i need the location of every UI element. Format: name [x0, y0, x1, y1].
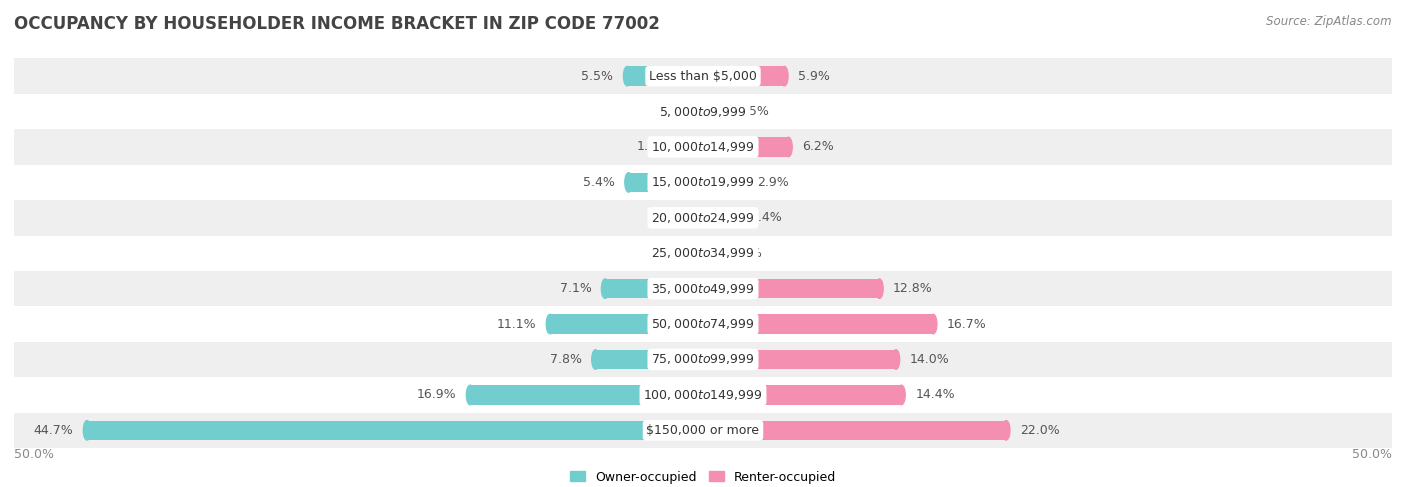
Bar [14, 306, 1392, 342]
Text: $25,000 to $34,999: $25,000 to $34,999 [651, 246, 755, 260]
Circle shape [720, 102, 727, 121]
Bar [703, 102, 724, 121]
Bar [605, 279, 703, 299]
Text: 0.0%: 0.0% [657, 211, 689, 225]
Bar [14, 200, 1392, 236]
Circle shape [624, 173, 633, 192]
Text: $20,000 to $24,999: $20,000 to $24,999 [651, 211, 755, 225]
Bar [703, 173, 742, 192]
Bar [596, 350, 703, 369]
Circle shape [679, 137, 686, 157]
Circle shape [592, 350, 599, 369]
Text: 5.9%: 5.9% [799, 70, 830, 83]
Bar [703, 314, 934, 334]
Text: $15,000 to $19,999: $15,000 to $19,999 [651, 175, 755, 189]
Text: 2.9%: 2.9% [756, 176, 789, 189]
Text: 7.8%: 7.8% [550, 353, 582, 366]
Circle shape [623, 66, 631, 86]
Bar [14, 412, 1392, 448]
Text: Less than $5,000: Less than $5,000 [650, 70, 756, 83]
Text: 2.4%: 2.4% [749, 211, 782, 225]
Text: $5,000 to $9,999: $5,000 to $9,999 [659, 105, 747, 118]
Circle shape [83, 421, 91, 440]
Circle shape [897, 385, 905, 405]
Bar [703, 137, 789, 157]
Bar [14, 58, 1392, 94]
Circle shape [713, 244, 720, 263]
Bar [627, 66, 703, 86]
Bar [550, 314, 703, 334]
Circle shape [929, 314, 936, 334]
Text: $75,000 to $99,999: $75,000 to $99,999 [651, 353, 755, 367]
Bar [14, 129, 1392, 165]
Bar [703, 208, 737, 227]
Text: 0.0%: 0.0% [657, 105, 689, 118]
Circle shape [467, 385, 474, 405]
Bar [703, 350, 896, 369]
Text: Source: ZipAtlas.com: Source: ZipAtlas.com [1267, 15, 1392, 28]
Text: 12.8%: 12.8% [893, 282, 934, 295]
Text: 1.5%: 1.5% [738, 105, 769, 118]
Text: 14.0%: 14.0% [910, 353, 949, 366]
Text: 1.5%: 1.5% [637, 140, 669, 153]
Text: OCCUPANCY BY HOUSEHOLDER INCOME BRACKET IN ZIP CODE 77002: OCCUPANCY BY HOUSEHOLDER INCOME BRACKET … [14, 15, 659, 33]
Bar [703, 421, 1007, 440]
Text: 22.0%: 22.0% [1019, 424, 1060, 437]
Text: 50.0%: 50.0% [1353, 448, 1392, 461]
Bar [14, 342, 1392, 377]
Text: $100,000 to $149,999: $100,000 to $149,999 [644, 388, 762, 402]
Bar [703, 279, 879, 299]
Bar [87, 421, 703, 440]
Bar [470, 385, 703, 405]
Circle shape [547, 314, 554, 334]
Circle shape [893, 350, 900, 369]
Text: $150,000 or more: $150,000 or more [647, 424, 759, 437]
Circle shape [1002, 421, 1010, 440]
Bar [14, 236, 1392, 271]
Circle shape [785, 137, 792, 157]
Text: 5.5%: 5.5% [582, 70, 613, 83]
Text: 1.0%: 1.0% [731, 247, 762, 260]
Text: 16.9%: 16.9% [416, 389, 457, 401]
Bar [14, 271, 1392, 306]
Bar [628, 173, 703, 192]
Bar [682, 137, 703, 157]
Text: 11.1%: 11.1% [496, 318, 536, 331]
Bar [14, 94, 1392, 129]
Bar [703, 244, 717, 263]
Text: $50,000 to $74,999: $50,000 to $74,999 [651, 317, 755, 331]
Bar [14, 377, 1392, 412]
Legend: Owner-occupied, Renter-occupied: Owner-occupied, Renter-occupied [565, 466, 841, 487]
Text: $35,000 to $49,999: $35,000 to $49,999 [651, 281, 755, 296]
Circle shape [780, 66, 789, 86]
Text: 7.1%: 7.1% [560, 282, 592, 295]
Text: 5.4%: 5.4% [583, 176, 614, 189]
Text: 44.7%: 44.7% [34, 424, 73, 437]
Circle shape [602, 279, 609, 299]
Text: 6.2%: 6.2% [803, 140, 834, 153]
Text: 0.0%: 0.0% [657, 247, 689, 260]
Circle shape [733, 208, 740, 227]
Text: 50.0%: 50.0% [14, 448, 53, 461]
Circle shape [876, 279, 883, 299]
Text: 14.4%: 14.4% [915, 389, 955, 401]
Circle shape [740, 173, 747, 192]
Text: 16.7%: 16.7% [946, 318, 987, 331]
Bar [703, 385, 901, 405]
Bar [14, 165, 1392, 200]
Text: $10,000 to $14,999: $10,000 to $14,999 [651, 140, 755, 154]
Bar [703, 66, 785, 86]
